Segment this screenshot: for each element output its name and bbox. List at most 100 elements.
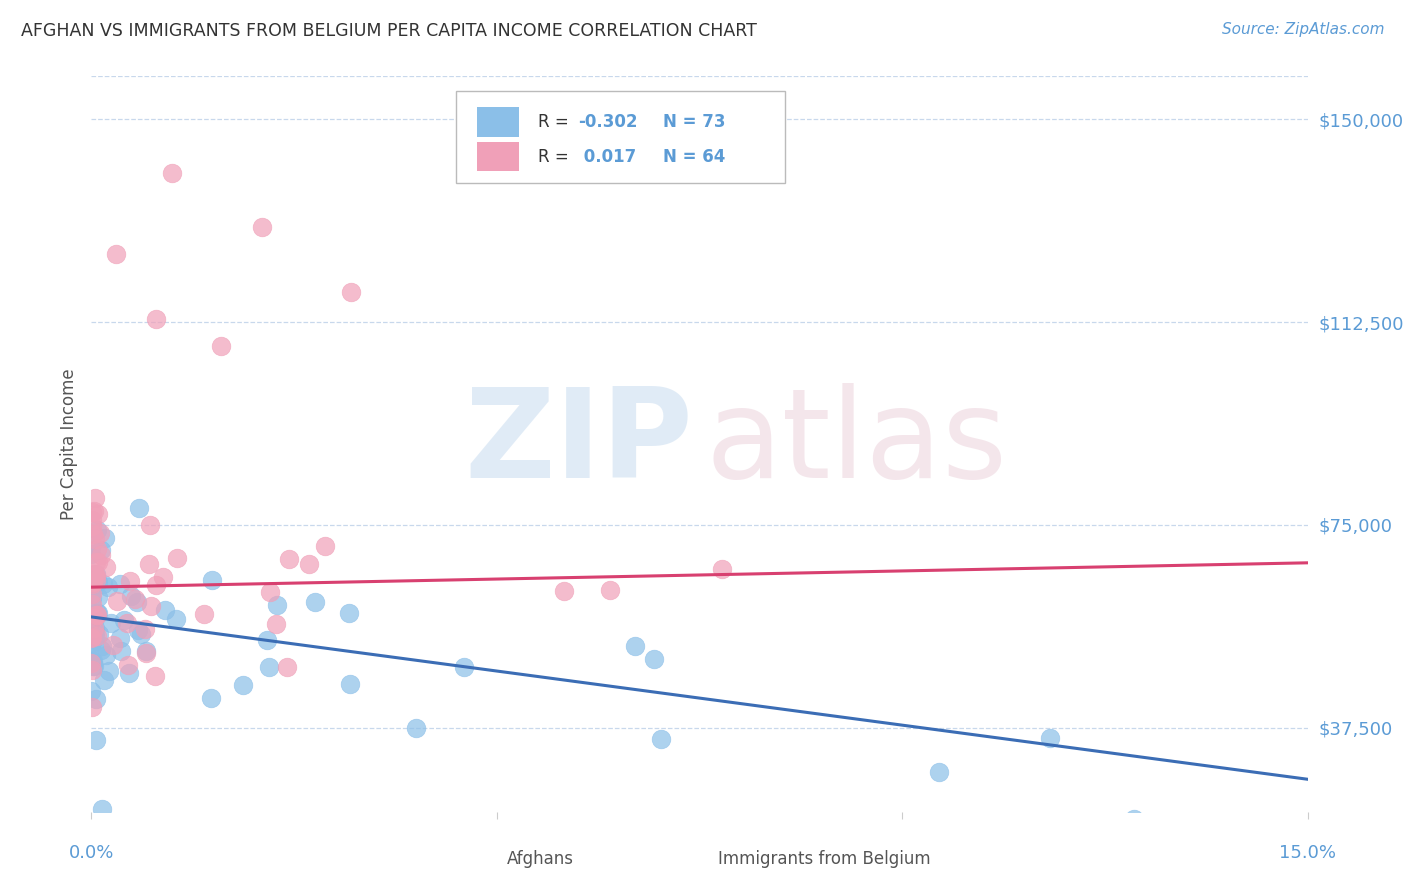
Point — [129, 626, 152, 640]
Point — [266, 599, 288, 613]
Point — [599, 582, 621, 597]
Point — [83, 532, 105, 546]
Point — [86, 606, 108, 620]
Point — [87, 574, 110, 589]
Point — [80, 575, 103, 590]
Text: AFGHAN VS IMMIGRANTS FROM BELGIUM PER CAPITA INCOME CORRELATION CHART: AFGHAN VS IMMIGRANTS FROM BELGIUM PER CA… — [21, 22, 756, 40]
Point — [118, 574, 141, 588]
Text: N = 64: N = 64 — [664, 148, 725, 166]
Point — [82, 574, 104, 589]
Point — [250, 220, 273, 235]
Text: N = 73: N = 73 — [664, 113, 725, 131]
Point — [82, 538, 104, 552]
Point — [80, 587, 103, 601]
Point — [340, 285, 363, 300]
Point — [128, 500, 150, 515]
Point — [80, 654, 103, 668]
Point — [165, 612, 187, 626]
Point — [623, 639, 645, 653]
Point — [256, 632, 278, 647]
Point — [134, 622, 156, 636]
Point — [84, 624, 107, 639]
Bar — [477, 107, 519, 136]
Point — [80, 547, 103, 561]
Point — [928, 765, 950, 780]
Point — [98, 664, 121, 678]
Point — [83, 620, 105, 634]
Bar — [450, 847, 496, 871]
Point — [86, 691, 108, 706]
Point — [91, 639, 114, 653]
Point — [110, 631, 132, 645]
Point — [553, 584, 575, 599]
Point — [86, 608, 108, 623]
Point — [162, 166, 184, 180]
Point — [266, 616, 288, 631]
Point — [145, 312, 167, 326]
Point — [277, 552, 299, 566]
Point — [82, 654, 104, 668]
Point — [90, 642, 112, 657]
Point — [86, 608, 108, 623]
Point — [117, 658, 139, 673]
Point — [96, 648, 118, 662]
Text: 15.0%: 15.0% — [1279, 844, 1336, 863]
Point — [82, 607, 104, 622]
Point — [86, 629, 108, 643]
Point — [80, 587, 103, 601]
Point — [139, 599, 162, 613]
Point — [80, 635, 103, 649]
Point — [86, 606, 108, 620]
Point — [90, 802, 112, 816]
Point — [83, 567, 105, 582]
Point — [1123, 812, 1146, 826]
Point — [193, 607, 215, 621]
Point — [276, 659, 298, 673]
Point — [710, 561, 733, 575]
Point — [91, 577, 114, 591]
Point — [80, 512, 103, 526]
Point — [86, 541, 108, 556]
Point — [650, 731, 672, 746]
Point — [257, 659, 280, 673]
Point — [314, 539, 336, 553]
Point — [80, 655, 103, 669]
Point — [117, 615, 139, 630]
Point — [298, 557, 321, 571]
Point — [83, 504, 105, 518]
Point — [138, 517, 160, 532]
Point — [101, 638, 124, 652]
Text: -0.302: -0.302 — [578, 113, 637, 131]
Point — [87, 507, 110, 521]
Point — [108, 576, 131, 591]
Point — [80, 597, 103, 611]
Point — [84, 733, 107, 747]
Point — [339, 677, 361, 691]
Point — [80, 615, 103, 629]
Point — [339, 607, 361, 621]
Text: Source: ZipAtlas.com: Source: ZipAtlas.com — [1222, 22, 1385, 37]
Point — [83, 566, 105, 581]
Point — [84, 555, 107, 569]
Y-axis label: Per Capita Income: Per Capita Income — [59, 368, 77, 519]
Point — [138, 557, 160, 571]
Point — [127, 624, 149, 638]
Point — [97, 580, 120, 594]
Point — [155, 603, 177, 617]
Point — [107, 594, 129, 608]
Point — [87, 626, 110, 640]
Point — [104, 247, 127, 261]
Point — [80, 607, 103, 622]
Point — [152, 570, 174, 584]
Point — [94, 531, 117, 545]
Bar — [477, 142, 519, 171]
Point — [201, 573, 224, 587]
Point — [84, 573, 107, 587]
Point — [82, 580, 104, 594]
Point — [1039, 731, 1062, 745]
Point — [80, 570, 103, 584]
Text: Immigrants from Belgium: Immigrants from Belgium — [717, 850, 931, 868]
Text: atlas: atlas — [706, 384, 1008, 504]
Point — [143, 669, 166, 683]
Point — [90, 548, 112, 562]
